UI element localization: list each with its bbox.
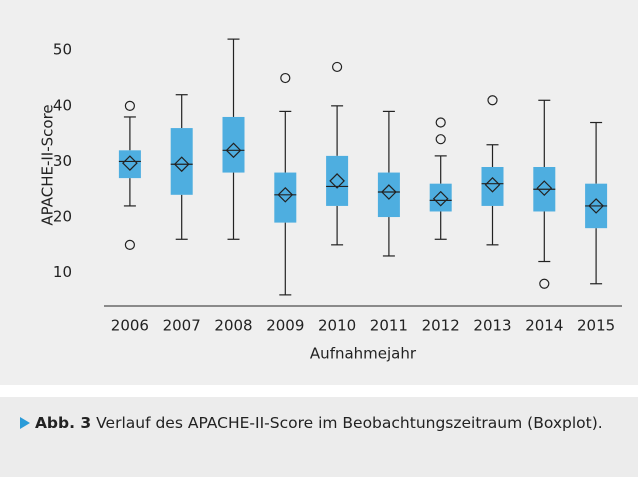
outlier <box>435 134 446 145</box>
x-axis-label: Aufnahmejahr <box>310 345 417 363</box>
mean-marker <box>588 198 604 214</box>
x-tick-label: 2014 <box>525 317 563 335</box>
mean-marker <box>225 142 242 159</box>
mean-marker <box>122 155 138 171</box>
x-tick-label: 2010 <box>318 317 356 335</box>
mean-marker <box>432 190 449 207</box>
mean-marker <box>277 186 294 203</box>
caption-text: Verlauf des APACHE-II-Score im Beobachtu… <box>96 414 603 432</box>
outlier <box>435 117 446 128</box>
x-tick-label: 2009 <box>266 317 304 335</box>
box <box>326 155 349 206</box>
box <box>377 172 400 218</box>
chart: APACHE-II-Score Aufnahmejahr 10 20 30 40 50 2… <box>0 0 638 385</box>
x-tick-label: 2007 <box>163 317 201 335</box>
y-axis-label: APACHE-II-Score <box>39 104 57 225</box>
box <box>222 116 245 173</box>
outlier <box>124 239 135 250</box>
x-tick-label: 2013 <box>473 317 511 335</box>
box <box>170 128 193 195</box>
outlier <box>487 95 498 106</box>
mean-marker <box>329 173 345 189</box>
outlier <box>280 72 291 84</box>
x-tick-label: 2011 <box>370 317 408 335</box>
box <box>274 172 297 223</box>
x-tick-label: 2015 <box>577 317 615 335</box>
outlier <box>124 100 135 111</box>
caption-label: Abb. 3 <box>34 414 92 432</box>
mean-marker <box>173 156 190 173</box>
y-tick-label: 50 <box>53 41 72 59</box>
caption-arrow <box>20 417 30 429</box>
outlier <box>539 278 550 289</box>
mean-marker <box>484 176 501 193</box>
x-tick-label: 2008 <box>214 317 252 335</box>
x-tick-label: 2012 <box>422 317 460 335</box>
y-tick-label: 20 <box>53 208 72 226</box>
outlier <box>332 61 343 73</box>
box <box>429 183 452 212</box>
y-tick-label: 30 <box>53 152 72 170</box>
caption: Abb. 3 Verlauf des APACHE-II-Score im Be… <box>0 397 638 477</box>
box <box>481 167 504 206</box>
mean-marker <box>536 180 553 196</box>
box <box>118 150 141 179</box>
chart-background <box>0 0 638 385</box>
y-tick-label: 10 <box>53 263 72 281</box>
y-tick-label: 40 <box>53 96 72 114</box>
x-tick-label: 2006 <box>111 317 149 335</box>
mean-marker <box>381 184 397 200</box>
